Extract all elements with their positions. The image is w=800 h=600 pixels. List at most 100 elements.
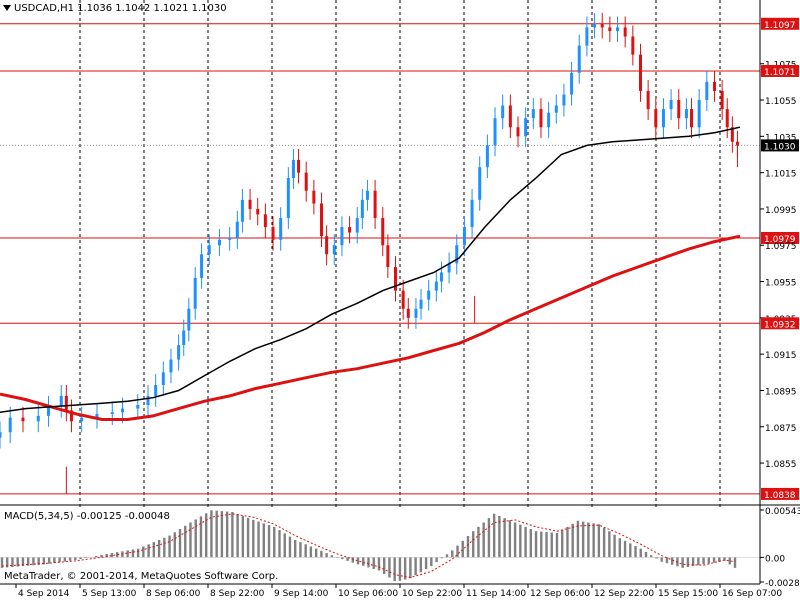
macd-bar	[487, 518, 491, 558]
candle-body	[623, 27, 627, 37]
candle-body	[562, 94, 566, 106]
macd-signal-line	[1, 513, 736, 579]
macd-bar	[257, 521, 260, 558]
macd-bar	[168, 535, 171, 558]
candle-body	[110, 412, 114, 415]
macd-bar	[304, 544, 307, 558]
macd-bar	[650, 555, 653, 558]
candle-body	[80, 417, 84, 422]
macd-bar	[74, 557, 77, 561]
ma-slow-line	[0, 234, 741, 421]
macd-bar	[294, 539, 297, 558]
candle-body	[547, 112, 551, 128]
candle-body	[381, 218, 385, 246]
candle-body	[684, 109, 688, 119]
price-tick-label: 1.0875	[765, 424, 797, 434]
price-tick-label: 1.1015	[765, 170, 797, 180]
macd-bar	[210, 510, 213, 558]
macd-bar	[367, 557, 370, 568]
candle-body	[524, 118, 528, 137]
candle-body	[705, 81, 709, 101]
candle-body	[200, 254, 204, 278]
candle-body	[64, 395, 68, 411]
macd-bar	[26, 557, 30, 566]
macd-bar	[105, 553, 108, 558]
candle-body	[248, 199, 252, 209]
candle-body	[177, 345, 181, 360]
time-label: 12 Sep 22:00	[594, 589, 654, 599]
macd-bar	[435, 557, 438, 563]
candle-body	[120, 408, 124, 413]
macd-bar	[299, 542, 302, 558]
macd-bar	[372, 557, 375, 569]
macd-bar	[519, 524, 522, 558]
candle-body	[585, 27, 589, 46]
macd-bar	[456, 545, 459, 558]
macd-bar	[602, 527, 606, 558]
macd-bar	[325, 553, 328, 558]
candle-body	[577, 45, 581, 73]
candle-body	[516, 127, 520, 137]
macd-bar	[278, 530, 281, 558]
copyright-text: MetaTrader, © 2001-2014, MetaQuotes Soft…	[4, 571, 278, 582]
candle-body	[677, 100, 681, 119]
macd-bar	[79, 557, 82, 559]
macd-bar	[220, 511, 224, 558]
candle-body	[414, 308, 418, 318]
current-price-label: 1.1030	[764, 142, 796, 152]
candle-body	[69, 410, 73, 422]
candle-body	[263, 214, 267, 228]
candle-body	[654, 109, 658, 128]
macd-bar	[42, 557, 46, 565]
candle-body	[182, 330, 186, 346]
macd-bar	[189, 522, 192, 558]
macd-bar	[571, 523, 574, 558]
candle-body	[286, 178, 290, 219]
macd-bar	[157, 539, 161, 558]
candle-body	[21, 417, 25, 422]
price-tick-label: 1.0855	[765, 460, 797, 470]
macd-axis: 0.00543 0.00 -0.00282	[760, 507, 800, 589]
macd-bar	[550, 532, 553, 558]
macd-bar	[184, 525, 187, 558]
candle-body	[240, 199, 244, 222]
candle-body	[187, 308, 191, 331]
candle-body	[447, 263, 451, 273]
candle-body	[531, 109, 535, 119]
macd-bar	[152, 542, 156, 558]
candle-body	[554, 105, 558, 113]
level-tag	[761, 487, 799, 500]
macd-bar	[11, 557, 14, 567]
macd-bar	[440, 557, 443, 559]
macd-bar	[194, 519, 197, 558]
macd-bar	[377, 557, 381, 571]
time-label: 4 Sep 2014	[18, 589, 70, 599]
price-tick-label: 1.1035	[765, 133, 797, 143]
level-tag	[761, 17, 799, 30]
macd-pane[interactable]	[0, 507, 760, 584]
candle-body	[661, 109, 665, 128]
macd-bar	[581, 521, 585, 558]
macd-bar	[707, 557, 711, 564]
macd-bar	[231, 512, 234, 558]
macd-bar	[686, 557, 690, 567]
macd-bar	[414, 557, 417, 576]
macd-bar	[346, 557, 349, 561]
chevron-down-icon[interactable]	[3, 5, 11, 11]
macd-bar	[236, 513, 239, 558]
price-pane[interactable]	[0, 0, 760, 505]
level-tag	[761, 231, 799, 244]
macd-bar	[100, 554, 103, 558]
vertical-grid	[79, 0, 721, 584]
macd-bar	[136, 548, 140, 558]
macd-bar	[95, 555, 98, 558]
candle-body	[690, 109, 694, 128]
macd-bar	[68, 557, 72, 561]
candle-body	[217, 239, 221, 246]
candle-body	[59, 395, 63, 407]
macd-bar	[409, 557, 412, 579]
candle-body	[297, 159, 301, 173]
macd-bar	[466, 536, 470, 558]
candle-body	[600, 23, 604, 28]
